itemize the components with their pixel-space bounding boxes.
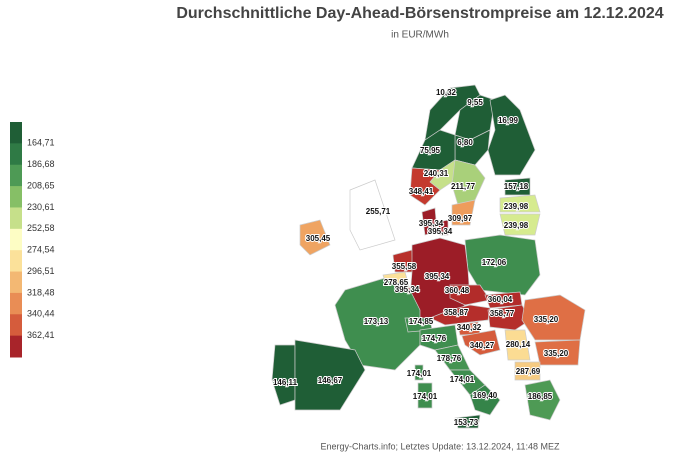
region-label: 287,69 — [516, 367, 541, 376]
region-label: 255,71 — [366, 207, 391, 216]
country — [504, 177, 531, 196]
legend-swatch — [10, 164, 22, 187]
country — [464, 234, 541, 296]
country — [469, 384, 501, 416]
country — [451, 199, 476, 226]
country — [534, 339, 581, 366]
region-label: 355,58 — [392, 262, 417, 271]
region-label: 6,80 — [457, 138, 473, 147]
region-label: 9,55 — [467, 98, 483, 107]
country — [334, 277, 421, 371]
legend-swatch — [10, 314, 22, 337]
region-label: 178,76 — [437, 354, 462, 363]
region-label: 360,04 — [488, 295, 513, 304]
legend-swatch — [10, 292, 22, 315]
country — [429, 304, 491, 326]
country — [437, 219, 449, 236]
region-label: 75,95 — [420, 146, 441, 155]
legend-swatch — [10, 335, 22, 358]
country — [487, 304, 531, 331]
region-label: 153,73 — [454, 418, 479, 427]
region-label: 10,32 — [436, 88, 457, 97]
region-label: 335,20 — [534, 315, 559, 324]
region-label: 395,34 — [395, 285, 420, 294]
region-label: 169,40 — [473, 391, 498, 400]
region-label: 146,11 — [273, 378, 298, 387]
country — [499, 213, 541, 236]
legend-label: 340,44 — [27, 309, 55, 319]
legend: 164,71 186,68 208,65 230,61 252,58 274,54 296,… — [10, 122, 55, 358]
title: Durchschnittliche Day-Ahead-Börsenstromp… — [176, 5, 663, 22]
country — [271, 344, 296, 406]
region-label: 358,87 — [444, 308, 469, 317]
region-label: 174,01 — [450, 375, 475, 384]
country — [499, 194, 541, 213]
legend-swatch — [10, 143, 22, 166]
footer: Energy-Charts.info; Letztes Update: 13.1… — [321, 441, 560, 451]
region-label: 186,85 — [528, 392, 553, 401]
region-label: 174,76 — [422, 334, 447, 343]
country — [524, 379, 561, 421]
region-label: 172,06 — [482, 258, 507, 267]
region-label: 305,45 — [306, 234, 331, 243]
country — [349, 179, 396, 251]
region-label: 240,31 — [424, 169, 449, 178]
region-label: 309,97 — [448, 214, 473, 223]
region-label: 239,98 — [504, 202, 529, 211]
country — [461, 329, 501, 356]
subtitle: in EUR/MWh — [391, 30, 449, 41]
legend-swatch — [10, 122, 22, 144]
legend-label: 186,68 — [27, 159, 55, 169]
region-label: 16,99 — [498, 116, 519, 125]
region-label: 174,01 — [413, 392, 438, 401]
legend-swatch — [10, 207, 22, 230]
region-label: 340,27 — [470, 341, 495, 350]
legend-label: 296,51 — [27, 266, 55, 276]
country — [414, 364, 424, 381]
region-label: 173,13 — [364, 317, 389, 326]
region-label: 358,77 — [490, 309, 515, 318]
region-label: 157,18 — [504, 182, 529, 191]
region-label: 278,65 — [384, 278, 409, 287]
country — [409, 167, 441, 206]
legend-label: 362,41 — [27, 330, 55, 340]
legend-label: 252,58 — [27, 223, 55, 233]
region-label: 335,20 — [544, 349, 569, 358]
region-label: 395,34 — [419, 219, 444, 228]
region-label: 395,34 — [428, 227, 453, 236]
legend-label: 274,54 — [27, 245, 55, 255]
country — [294, 339, 366, 411]
region-label: 360,48 — [445, 286, 470, 295]
region-label: 280,14 — [506, 340, 531, 349]
countries — [271, 84, 586, 429]
region-label: 146,67 — [318, 376, 343, 385]
country — [514, 361, 541, 381]
country — [299, 219, 331, 256]
region-label: 174,01 — [407, 369, 432, 378]
legend-label: 208,65 — [27, 180, 55, 190]
country — [417, 382, 433, 409]
legend-label: 164,71 — [27, 138, 55, 148]
region-label: 239,98 — [504, 221, 529, 230]
country — [421, 207, 438, 236]
legend-swatch — [10, 250, 22, 273]
country — [449, 284, 491, 306]
region-label: 348,41 — [409, 187, 434, 196]
region-label: 174,85 — [409, 317, 434, 326]
legend-swatch — [10, 271, 22, 294]
country — [504, 329, 531, 361]
legend-label: 318,48 — [27, 287, 55, 297]
region-label: 211,77 — [451, 182, 476, 191]
region-label: 340,32 — [457, 323, 482, 332]
legend-swatch — [10, 228, 22, 251]
legend-swatch — [10, 186, 22, 208]
country — [487, 94, 536, 176]
country — [454, 414, 481, 429]
region-label: 395,34 — [425, 272, 450, 281]
legend-label: 230,61 — [27, 202, 55, 212]
